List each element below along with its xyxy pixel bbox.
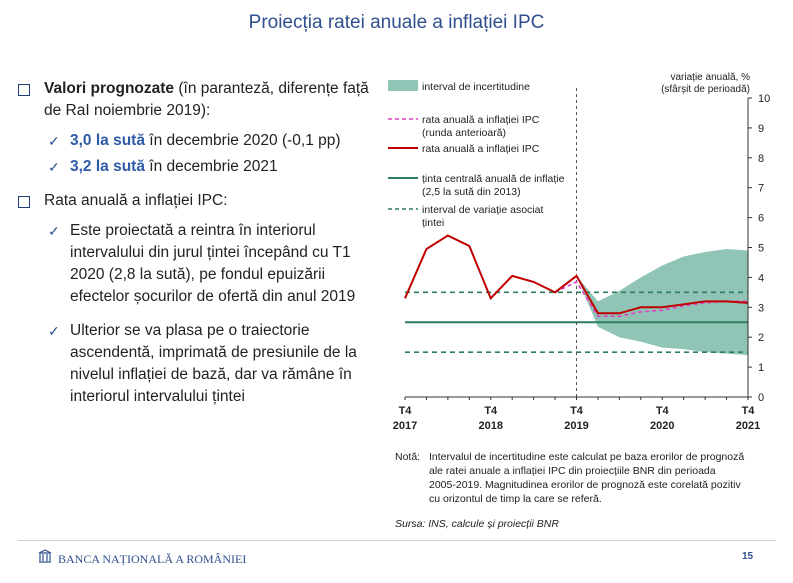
slide-title: Proiecția ratei anuale a inflației IPC <box>248 12 545 33</box>
checkmark-icon: ✓ <box>48 323 60 339</box>
y-axis-label-1: variație anuală, % <box>671 72 751 83</box>
bullet-inflation-rate: Rata anuală a inflației IPC: <box>18 190 370 212</box>
note-line-1: Intervalul de incertitudine este calcula… <box>429 451 745 463</box>
footer-divider <box>18 540 776 541</box>
legend-prev-label: rata anuală a inflației IPC <box>422 114 540 126</box>
legend-band-swatch <box>388 80 418 91</box>
subbullet-trajectory: ✓ Ulterior se va plasa pe o traiectorie … <box>48 320 370 408</box>
x-tick-label-quarter: T4 <box>742 405 756 417</box>
note-label: Notă: <box>395 451 421 463</box>
text-projection: Este proiectată a reintra în interiorul … <box>70 222 356 305</box>
footer-logo: BANCA NAȚIONALĂ A ROMÂNIEI <box>38 549 246 567</box>
legend-interval-label: interval de variație asociat <box>422 204 543 216</box>
x-tick-label-year: 2019 <box>564 420 588 432</box>
note-line-4: cu orizontul de timp la care se referă. <box>429 493 602 505</box>
x-tick-label-quarter: T4 <box>399 405 413 417</box>
value-2021: 3,2 la sută <box>70 158 145 175</box>
chart-note: Notă: Intervalul de incertitudine este ca… <box>395 450 775 506</box>
y-tick-label: 9 <box>758 123 764 135</box>
chart-source: Sursa: INS, calcule și proiecții BNR <box>395 518 559 530</box>
note-line-3: 2005-2019. Magnitudinea erorilor de prog… <box>429 479 741 491</box>
y-tick-label: 3 <box>758 302 764 314</box>
y-tick-label: 4 <box>758 272 764 284</box>
y-tick-label: 10 <box>758 93 770 105</box>
x-tick-label-year: 2017 <box>393 420 417 432</box>
subbullet-projection: ✓ Este proiectată a reintra în interioru… <box>48 220 370 308</box>
note-line-2: ale ratei anuale a inflației IPC din pro… <box>429 465 716 477</box>
legend-target-label-2: (2,5 la sută din 2013) <box>422 186 521 198</box>
text-2021: în decembrie 2021 <box>144 158 278 175</box>
bank-logo-icon <box>38 549 52 567</box>
page-number: 15 <box>742 551 754 562</box>
y-tick-label: 8 <box>758 153 764 165</box>
value-2020: 3,0 la sută <box>70 132 145 149</box>
checkmark-icon: ✓ <box>48 159 60 175</box>
x-tick-label-quarter: T4 <box>484 405 498 417</box>
checkmark-icon: ✓ <box>48 133 60 149</box>
y-tick-label: 2 <box>758 332 764 344</box>
x-tick-label-year: 2021 <box>736 420 760 432</box>
uncertainty-band <box>576 248 748 356</box>
bullet-forecast-rest: (în paranteză, diferențe față de RaI noi… <box>44 80 369 119</box>
legend-interval-label-2: țintei <box>422 217 444 229</box>
y-axis-label-2: (sfârșit de perioadă) <box>661 84 750 95</box>
y-tick-label: 7 <box>758 183 764 195</box>
legend-band-label: interval de incertitudine <box>422 81 530 93</box>
legend-prev-label-2: (runda anterioară) <box>422 127 506 139</box>
bullet-forecast-values: Valori prognozate (în paranteză, diferen… <box>18 78 370 122</box>
y-tick-label: 5 <box>758 243 764 255</box>
y-tick-label: 6 <box>758 213 764 225</box>
subbullet-2021: ✓ 3,2 la sută în decembrie 2021 <box>48 156 370 178</box>
x-tick-label-year: 2020 <box>650 420 674 432</box>
y-tick-label: 0 <box>758 392 764 404</box>
inflation-chart: 0 1 2 3 4 5 6 7 8 9 10 T4 2017 T4 2018 T4 2019 T4 2020 T4 20… <box>388 72 770 432</box>
checkmark-icon: ✓ <box>48 223 60 239</box>
square-bullet-icon <box>18 196 30 208</box>
footer-logo-text: BANCA NAȚIONALĂ A ROMÂNIEI <box>58 552 247 566</box>
current-inflation-line <box>404 234 749 315</box>
x-tick-label-year: 2018 <box>479 420 503 432</box>
legend-target-label: ținta centrală anuală de inflație <box>422 173 565 185</box>
bullet-forecast-bold: Valori prognozate <box>44 80 175 97</box>
text-trajectory: Ulterior se va plasa pe o traiectorie as… <box>70 322 357 405</box>
x-tick-label-quarter: T4 <box>656 405 670 417</box>
square-bullet-icon <box>18 84 30 96</box>
bullet-inflation-rate-text: Rata anuală a inflației IPC: <box>44 192 228 209</box>
x-tick-label-quarter: T4 <box>570 405 584 417</box>
subbullet-2020: ✓ 3,0 la sută în decembrie 2020 (-0,1 pp… <box>48 130 370 152</box>
legend-curr-label: rata anuală a inflației IPC <box>422 143 540 155</box>
text-2020: în decembrie 2020 (-0,1 pp) <box>144 132 341 149</box>
bullet-list: Valori prognozate (în paranteză, diferen… <box>18 78 370 412</box>
y-tick-label: 1 <box>758 362 764 374</box>
